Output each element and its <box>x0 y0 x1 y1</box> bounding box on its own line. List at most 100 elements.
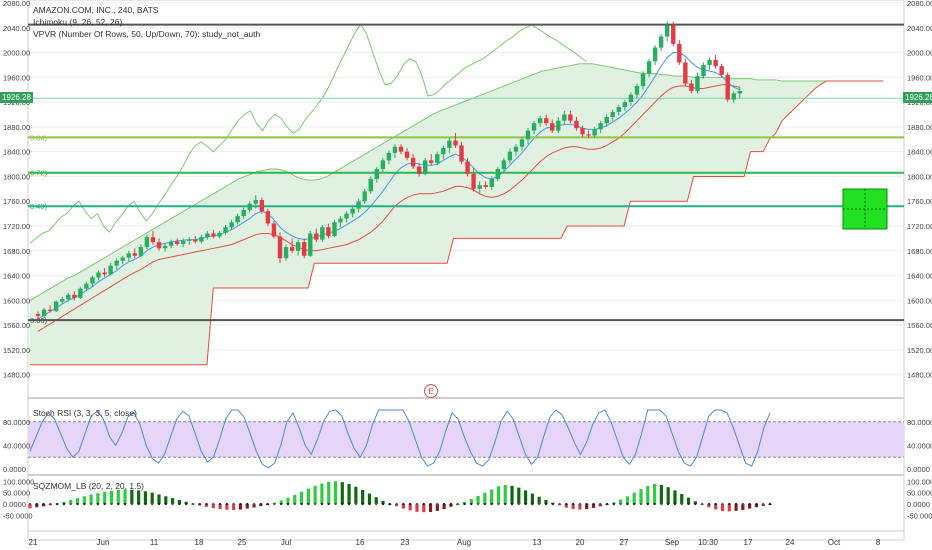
vpvr-legend[interactable]: VPVR (Number Of Rows, 50, Up/Down, 70): … <box>33 29 261 39</box>
candle-down <box>193 239 198 242</box>
sqzmom-bar <box>177 499 181 505</box>
squeeze-dot <box>537 502 541 506</box>
sqzmom-bar <box>714 504 718 510</box>
rsi-tick-right: 40.0000 <box>907 441 932 450</box>
candle-up <box>489 178 494 187</box>
squeeze-dot <box>368 502 371 506</box>
candle-up <box>392 146 398 153</box>
sqzmom-bar <box>652 484 657 505</box>
squeeze-dot <box>544 502 548 506</box>
candle-down <box>314 233 319 240</box>
squeeze-dot <box>212 502 215 506</box>
squeeze-dot <box>626 502 629 506</box>
candle-down <box>265 211 271 224</box>
time-tick: Sep <box>665 538 680 547</box>
sqzmom-bar <box>530 493 534 505</box>
price-tick-left: 1640.00 <box>3 272 30 281</box>
sqzmom-bar <box>374 497 378 505</box>
squeeze-dot <box>694 502 697 506</box>
candle-up <box>701 64 706 77</box>
left-price-badge: 1926.28 <box>0 92 33 103</box>
candle-up <box>477 185 482 189</box>
squeeze-dot <box>381 502 385 506</box>
sqzmom-bar <box>347 484 351 505</box>
sqzmom-bar <box>564 504 568 508</box>
ichimoku-legend[interactable]: Ichimoku (9, 26, 52, 26) <box>33 17 123 27</box>
senkou-a-line <box>29 63 852 301</box>
candle-up <box>362 191 367 202</box>
stoch-rsi-legend[interactable]: Stoch RSI (3, 3, 3, 5, close) <box>33 408 137 418</box>
price-tick-left: 1520.00 <box>3 346 30 355</box>
candle-down <box>277 236 283 259</box>
sqzmom-bar <box>286 497 290 505</box>
squeeze-dot <box>151 502 154 506</box>
sqzmom-bar <box>320 483 324 505</box>
sqzmom-bar <box>415 504 419 512</box>
sqzmom-bar <box>150 492 154 505</box>
candle-down <box>689 83 694 91</box>
squeeze-dot <box>69 502 72 506</box>
sqzmom-bar <box>578 504 582 510</box>
squeeze-dot <box>436 502 439 506</box>
squeeze-dot <box>748 502 751 506</box>
squeeze-dot <box>28 502 32 506</box>
candle-down <box>580 128 585 135</box>
level-label: 6.72) <box>30 169 48 178</box>
sqzmom-bar <box>435 504 439 511</box>
price-tick-right: 1680.00 <box>907 247 932 256</box>
candle-up <box>501 160 507 170</box>
candle-down <box>410 157 416 167</box>
candle-down <box>671 25 676 44</box>
squeeze-dot <box>605 502 609 506</box>
candle-up <box>658 36 664 48</box>
candle-up <box>628 94 634 103</box>
sqzmom-bar <box>232 504 236 510</box>
sqzmom-bar <box>625 496 630 505</box>
candle-up <box>295 242 301 251</box>
time-tick: 18 <box>195 538 204 547</box>
candle-up <box>519 139 525 147</box>
candle-up <box>665 25 670 37</box>
squeeze-dot <box>728 502 731 506</box>
candle-up <box>507 151 513 161</box>
squeeze-dot <box>653 502 656 506</box>
sqzmom-bar <box>252 504 256 508</box>
candle-up <box>592 129 597 136</box>
squeeze-dot <box>49 502 52 506</box>
candle-up <box>90 277 95 284</box>
candle-up <box>386 152 392 161</box>
sqzmom-bar <box>109 490 114 505</box>
squeeze-dot <box>117 502 120 506</box>
time-tick: 21 <box>29 538 38 547</box>
sqzmom-bar <box>591 504 596 508</box>
sqzmom-bar <box>327 481 331 505</box>
sqzmom-bar <box>686 497 691 505</box>
sqzmom-bar <box>483 492 487 505</box>
squeeze-dot <box>388 502 392 506</box>
sqzmom-legend[interactable]: SQZMOM_LB (20, 2, 20, 1.5) <box>33 481 145 491</box>
candle-up <box>78 288 83 298</box>
squeeze-dot <box>334 502 337 506</box>
time-tick: 25 <box>238 538 247 547</box>
price-tick-left: 1840.00 <box>3 148 30 157</box>
sqzmom-bar <box>659 484 663 505</box>
sqz-tick-right: 50.0000 <box>907 489 932 498</box>
squeeze-dot <box>286 502 290 506</box>
price-tick-right: 1720.00 <box>907 222 932 231</box>
squeeze-dot <box>55 502 59 506</box>
rsi-tick-right: 80.0000 <box>907 418 932 427</box>
candle-up <box>168 241 174 246</box>
candle-down <box>211 233 216 237</box>
candle-down <box>404 151 410 158</box>
sqzmom-bar <box>503 484 507 505</box>
candle-up <box>441 147 446 155</box>
sqzmom-bar <box>367 493 372 505</box>
candle-up <box>138 247 144 256</box>
sqz-tick-right: 100.0000 <box>907 477 932 486</box>
price-tick-left: 1960.00 <box>3 73 30 82</box>
sqzmom-bar <box>476 495 480 505</box>
candle-down <box>713 59 718 67</box>
sqzmom-bar <box>496 486 501 505</box>
